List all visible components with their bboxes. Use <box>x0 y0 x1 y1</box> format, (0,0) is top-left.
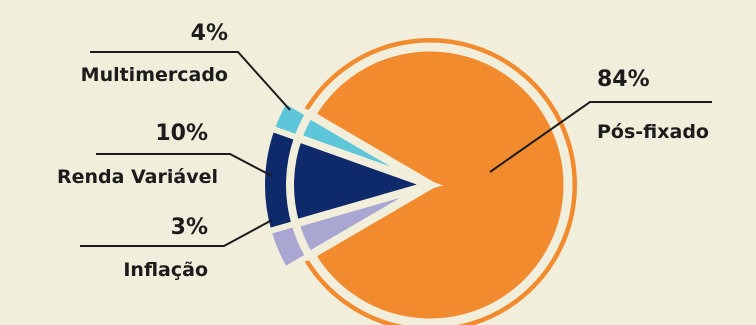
leader-line-pos-fixado <box>489 101 712 173</box>
pie-slice-pos-fixado <box>296 32 583 325</box>
slice-label-pos-fixado: Pós-fixado <box>597 121 709 143</box>
callout-leaders <box>80 51 712 247</box>
slice-label-renda-variavel: Renda Variável <box>57 166 218 188</box>
slice-percent-renda-variavel: 10% <box>155 121 208 146</box>
slice-percent-pos-fixado: 84% <box>597 67 650 92</box>
leader-line-inflacao <box>80 219 273 247</box>
leader-line-renda-variavel <box>96 153 273 177</box>
slice-label-inflacao: Inflação <box>123 259 208 281</box>
leader-line-multimercado <box>90 51 291 111</box>
slice-percent-inflacao: 3% <box>171 215 208 240</box>
pie-slices <box>259 32 583 325</box>
pie-slice-multimercado <box>264 181 433 274</box>
slice-percent-multimercado: 4% <box>191 21 228 46</box>
slice-label-multimercado: Multimercado <box>81 64 228 86</box>
